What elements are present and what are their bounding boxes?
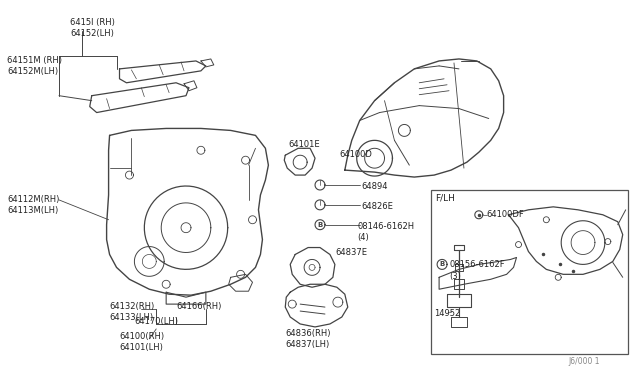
Text: 64101E: 64101E	[288, 140, 320, 149]
Text: B: B	[317, 222, 323, 228]
Text: 64837E: 64837E	[335, 247, 367, 257]
Text: 6415l (RH)
64152(LH): 6415l (RH) 64152(LH)	[70, 18, 115, 38]
Text: J6/000 1: J6/000 1	[568, 357, 600, 366]
Text: 64170(LH): 64170(LH)	[134, 317, 178, 326]
Text: 64132(RH)
64133(LH): 64132(RH) 64133(LH)	[109, 302, 155, 322]
Text: 64151M (RH)
64152M(LH): 64151M (RH) 64152M(LH)	[7, 56, 62, 76]
Text: 64836(RH)
64837(LH): 64836(RH) 64837(LH)	[285, 329, 331, 349]
Text: 64100D: 64100D	[340, 150, 372, 159]
Text: B: B	[440, 262, 445, 267]
Text: 08156-6162F
(3): 08156-6162F (3)	[449, 260, 505, 280]
Bar	[431, 190, 628, 354]
Text: 08146-6162H
(4): 08146-6162H (4)	[358, 222, 415, 242]
Text: 64100(RH)
64101(LH): 64100(RH) 64101(LH)	[120, 332, 164, 352]
Text: 64826E: 64826E	[362, 202, 394, 211]
Text: 64166(RH): 64166(RH)	[176, 302, 221, 311]
Text: 64894: 64894	[362, 182, 388, 191]
Text: 64112M(RH)
64113M(LH): 64112M(RH) 64113M(LH)	[7, 195, 60, 215]
Text: F/LH: F/LH	[435, 194, 455, 203]
Text: 14952: 14952	[434, 309, 460, 318]
Text: 64100DF: 64100DF	[487, 210, 525, 219]
